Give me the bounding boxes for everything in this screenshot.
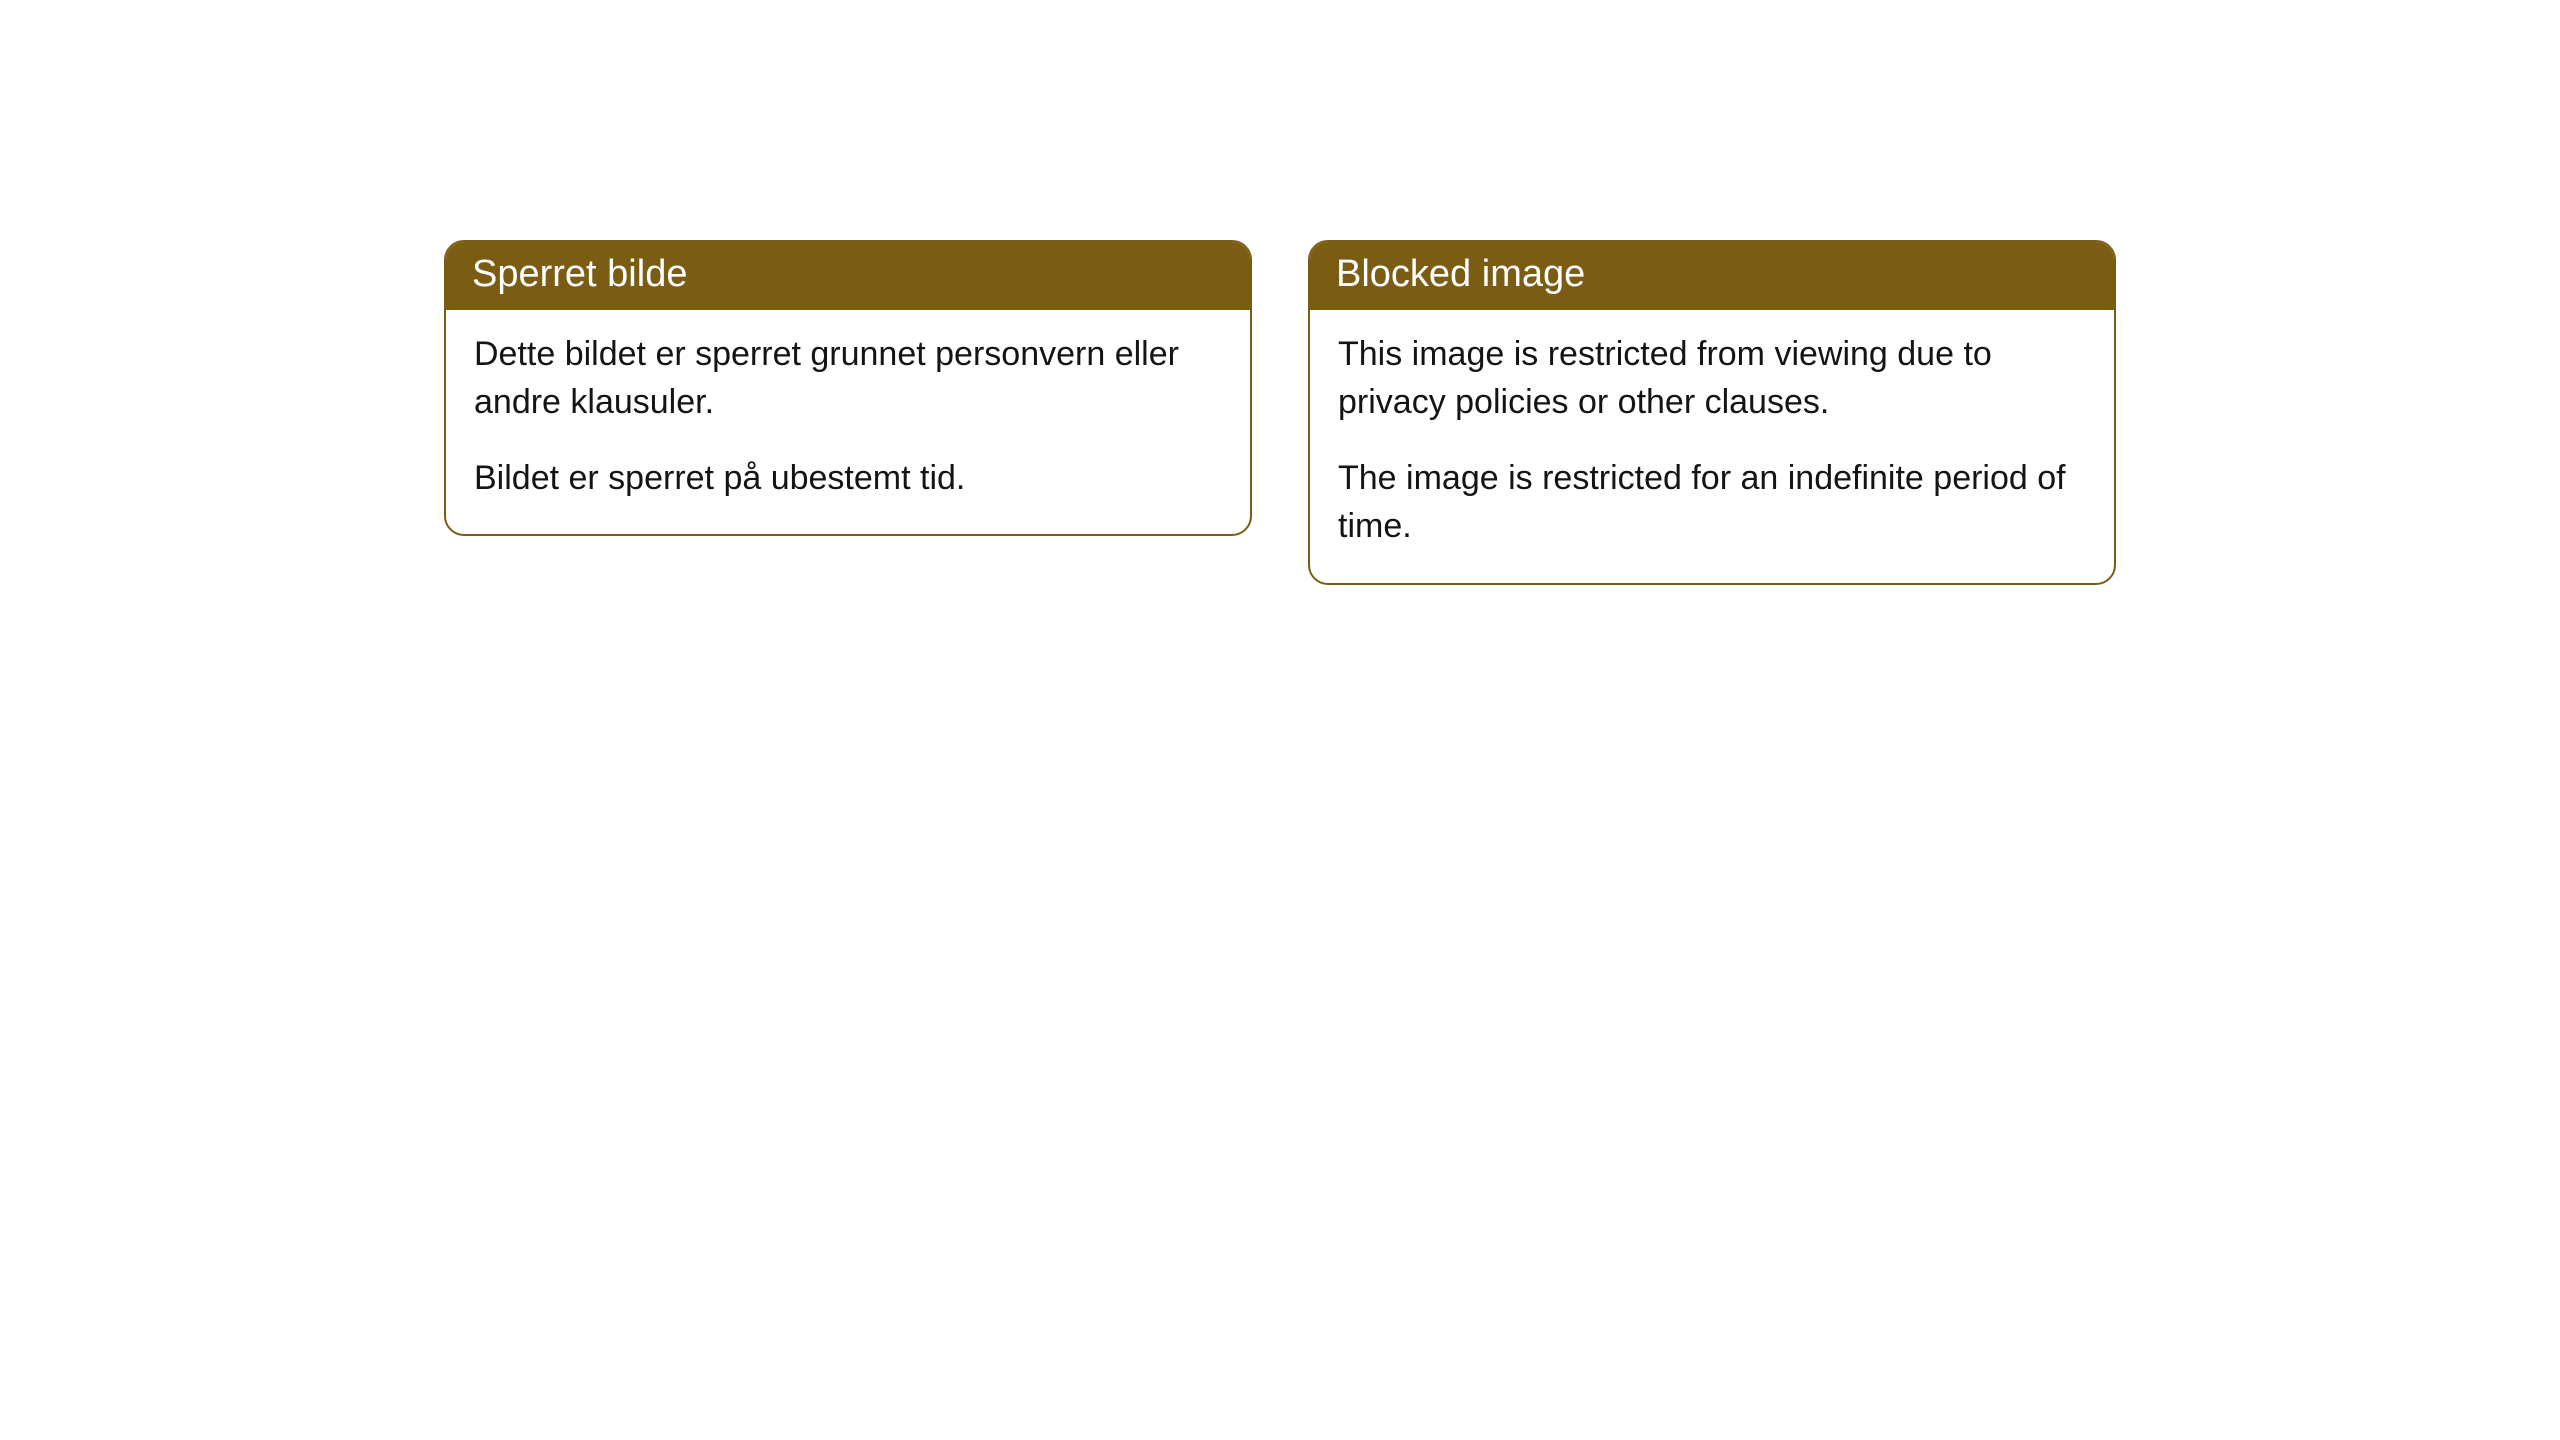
notice-body-no: Dette bildet er sperret grunnet personve… (446, 310, 1250, 535)
blocked-image-notice-en: Blocked image This image is restricted f… (1308, 240, 2116, 585)
notice-paragraph: Bildet er sperret på ubestemt tid. (474, 454, 1222, 502)
notice-paragraph: Dette bildet er sperret grunnet personve… (474, 330, 1222, 427)
notice-paragraph: This image is restricted from viewing du… (1338, 330, 2086, 427)
notice-title-no: Sperret bilde (446, 242, 1250, 310)
notice-paragraph: The image is restricted for an indefinit… (1338, 454, 2086, 551)
notice-body-en: This image is restricted from viewing du… (1310, 310, 2114, 583)
blocked-image-notice-no: Sperret bilde Dette bildet er sperret gr… (444, 240, 1252, 536)
notice-title-en: Blocked image (1310, 242, 2114, 310)
